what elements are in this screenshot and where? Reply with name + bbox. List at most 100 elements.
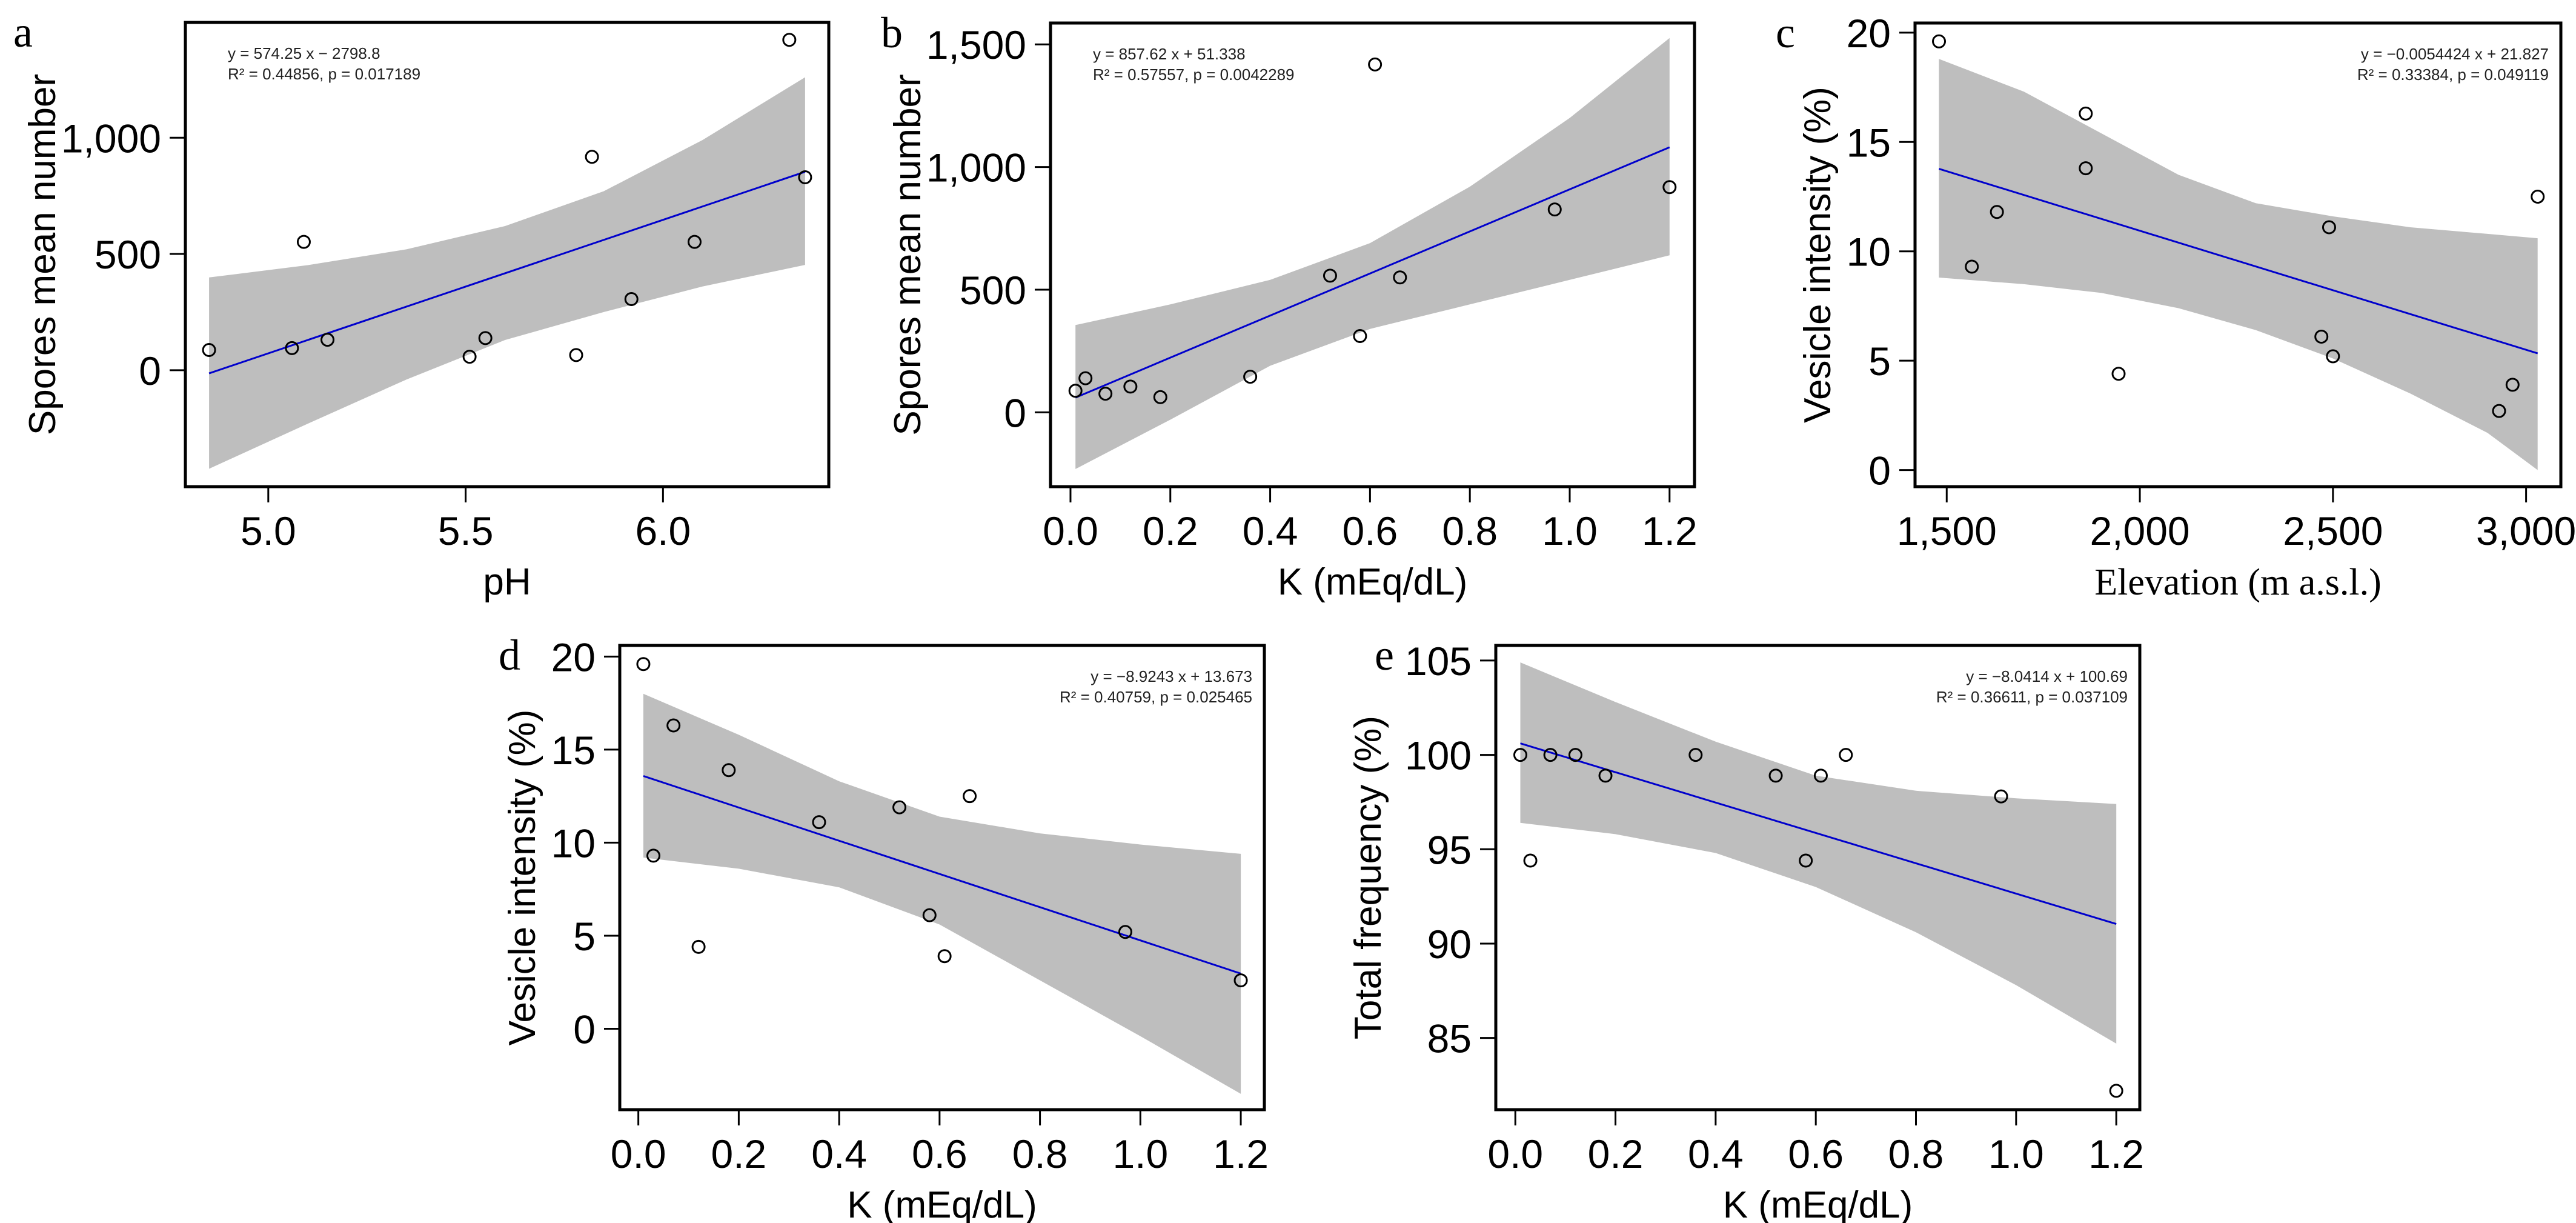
x-tick-label: 6.0 (635, 508, 691, 553)
y-tick-label: 20 (1847, 11, 1891, 56)
plot-frame (618, 644, 1266, 1111)
data-point (1233, 973, 1248, 988)
data-point (1688, 748, 1703, 762)
data-point (1990, 205, 2004, 219)
data-point (666, 718, 681, 733)
x-tick-label: 1.2 (1642, 508, 1698, 553)
y-axis-label: Vesicle intensity (%) (1797, 87, 1839, 423)
data-point (922, 908, 937, 922)
x-tick-label: 0.0 (1487, 1131, 1543, 1176)
data-point (2079, 161, 2093, 176)
y-tick-label: 0 (573, 1007, 596, 1051)
data-point (2109, 1084, 2123, 1098)
regression-line (1520, 742, 2117, 925)
y-tick-label: 0 (1868, 448, 1891, 493)
data-point (963, 789, 977, 804)
regression-equation: y = −8.0414 x + 100.69 (1966, 667, 2128, 685)
x-axis-label: K (mEq/dL) (847, 1184, 1037, 1223)
data-point (1813, 768, 1828, 783)
data-point (1068, 384, 1083, 398)
data-point (1839, 748, 1853, 762)
regression-equation: y = −0.0054424 x + 21.827 (2361, 45, 2549, 63)
x-tick-label: 0.8 (1012, 1131, 1068, 1176)
y-axis-label: Total frequency (%) (1347, 716, 1389, 1039)
y-tick-label: 10 (1847, 230, 1891, 275)
data-point (1965, 259, 1979, 274)
data-point (1768, 768, 1783, 783)
data-point (296, 235, 311, 249)
x-tick-label: 2,500 (2283, 508, 2383, 553)
regression-line (1939, 168, 2538, 355)
panel-letter: e (1375, 631, 1394, 679)
y-tick-label: 90 (1427, 922, 1472, 967)
data-point (585, 150, 599, 164)
x-tick-label: 2,000 (2090, 508, 2189, 553)
x-tick-label: 0.4 (811, 1131, 867, 1176)
y-tick-label: 15 (1847, 120, 1891, 165)
regression-equation: y = 857.62 x + 51.338 (1093, 45, 1246, 63)
panel-letter: b (881, 8, 903, 57)
data-point (722, 763, 736, 778)
x-tick-label: 3,000 (2476, 508, 2576, 553)
plot-frame (1049, 21, 1696, 488)
panel-b: 0.0 0.2 0.4 0.6 0.8 1.0 1.2 0 500 1,000 1,500 K (mE… (881, 8, 1698, 603)
data-point (2326, 349, 2340, 364)
y-tick-label: 500 (960, 268, 1026, 313)
data-point (1994, 789, 2008, 804)
data-point (202, 342, 216, 357)
x-tick-label: 1.2 (1213, 1131, 1269, 1176)
regression-line (643, 775, 1241, 975)
y-tick-label: 20 (551, 635, 596, 679)
regression-stats: R² = 0.44856, p = 0.017189 (228, 65, 420, 83)
data-point (782, 33, 797, 47)
data-point (1799, 853, 1813, 868)
panel-letter: a (13, 8, 33, 56)
y-tick-label: 5 (573, 914, 596, 959)
data-point (1547, 202, 1562, 217)
x-tick-label: 1.0 (1542, 508, 1598, 553)
y-tick-label: 1,000 (926, 145, 1026, 190)
y-axis-label: Spores mean number (887, 74, 929, 435)
data-point (2111, 367, 2126, 381)
y-tick-label: 105 (1405, 639, 1472, 684)
x-tick-label: 0.2 (1143, 508, 1198, 553)
data-point (1078, 371, 1093, 385)
regression-equation: y = −8.9243 x + 13.673 (1090, 667, 1252, 685)
data-point (2314, 329, 2329, 344)
x-tick-label: 1.2 (2088, 1131, 2144, 1176)
plot-frame (1494, 644, 2142, 1111)
y-tick-label: 85 (1427, 1016, 1472, 1061)
x-tick-label: 0.4 (1243, 508, 1298, 553)
x-tick-label: 5.0 (241, 508, 296, 553)
data-point (569, 348, 583, 362)
data-point (320, 333, 335, 347)
data-point (1598, 768, 1613, 783)
y-tick-label: 1,000 (61, 116, 161, 161)
y-tick-label: 0 (139, 348, 161, 393)
data-point (1523, 853, 1538, 868)
confidence-band (1520, 662, 2117, 1044)
data-point (1513, 748, 1528, 762)
x-tick-label: 0.8 (1888, 1131, 1944, 1176)
data-point (1568, 748, 1582, 762)
x-axis-label: K (mEq/dL) (1278, 561, 1468, 603)
x-tick-label: 0.4 (1688, 1131, 1744, 1176)
x-tick-label: 0.6 (1788, 1131, 1844, 1176)
panel-letter: d (499, 631, 520, 679)
y-tick-label: 5 (1868, 339, 1891, 384)
data-point (2492, 404, 2506, 418)
data-point (636, 657, 651, 671)
data-point (892, 800, 907, 815)
data-point (462, 350, 477, 364)
data-point (646, 848, 661, 863)
data-point (1543, 748, 1558, 762)
regression-equation: y = 574.25 x − 2798.8 (228, 44, 380, 62)
x-tick-label: 0.6 (912, 1131, 968, 1176)
x-tick-label: 1.0 (1988, 1131, 2044, 1176)
x-tick-label: 1,500 (1897, 508, 1997, 553)
data-point (1243, 370, 1258, 384)
data-point (1123, 379, 1138, 394)
x-tick-label: 0.6 (1343, 508, 1398, 553)
data-point (1662, 180, 1677, 195)
